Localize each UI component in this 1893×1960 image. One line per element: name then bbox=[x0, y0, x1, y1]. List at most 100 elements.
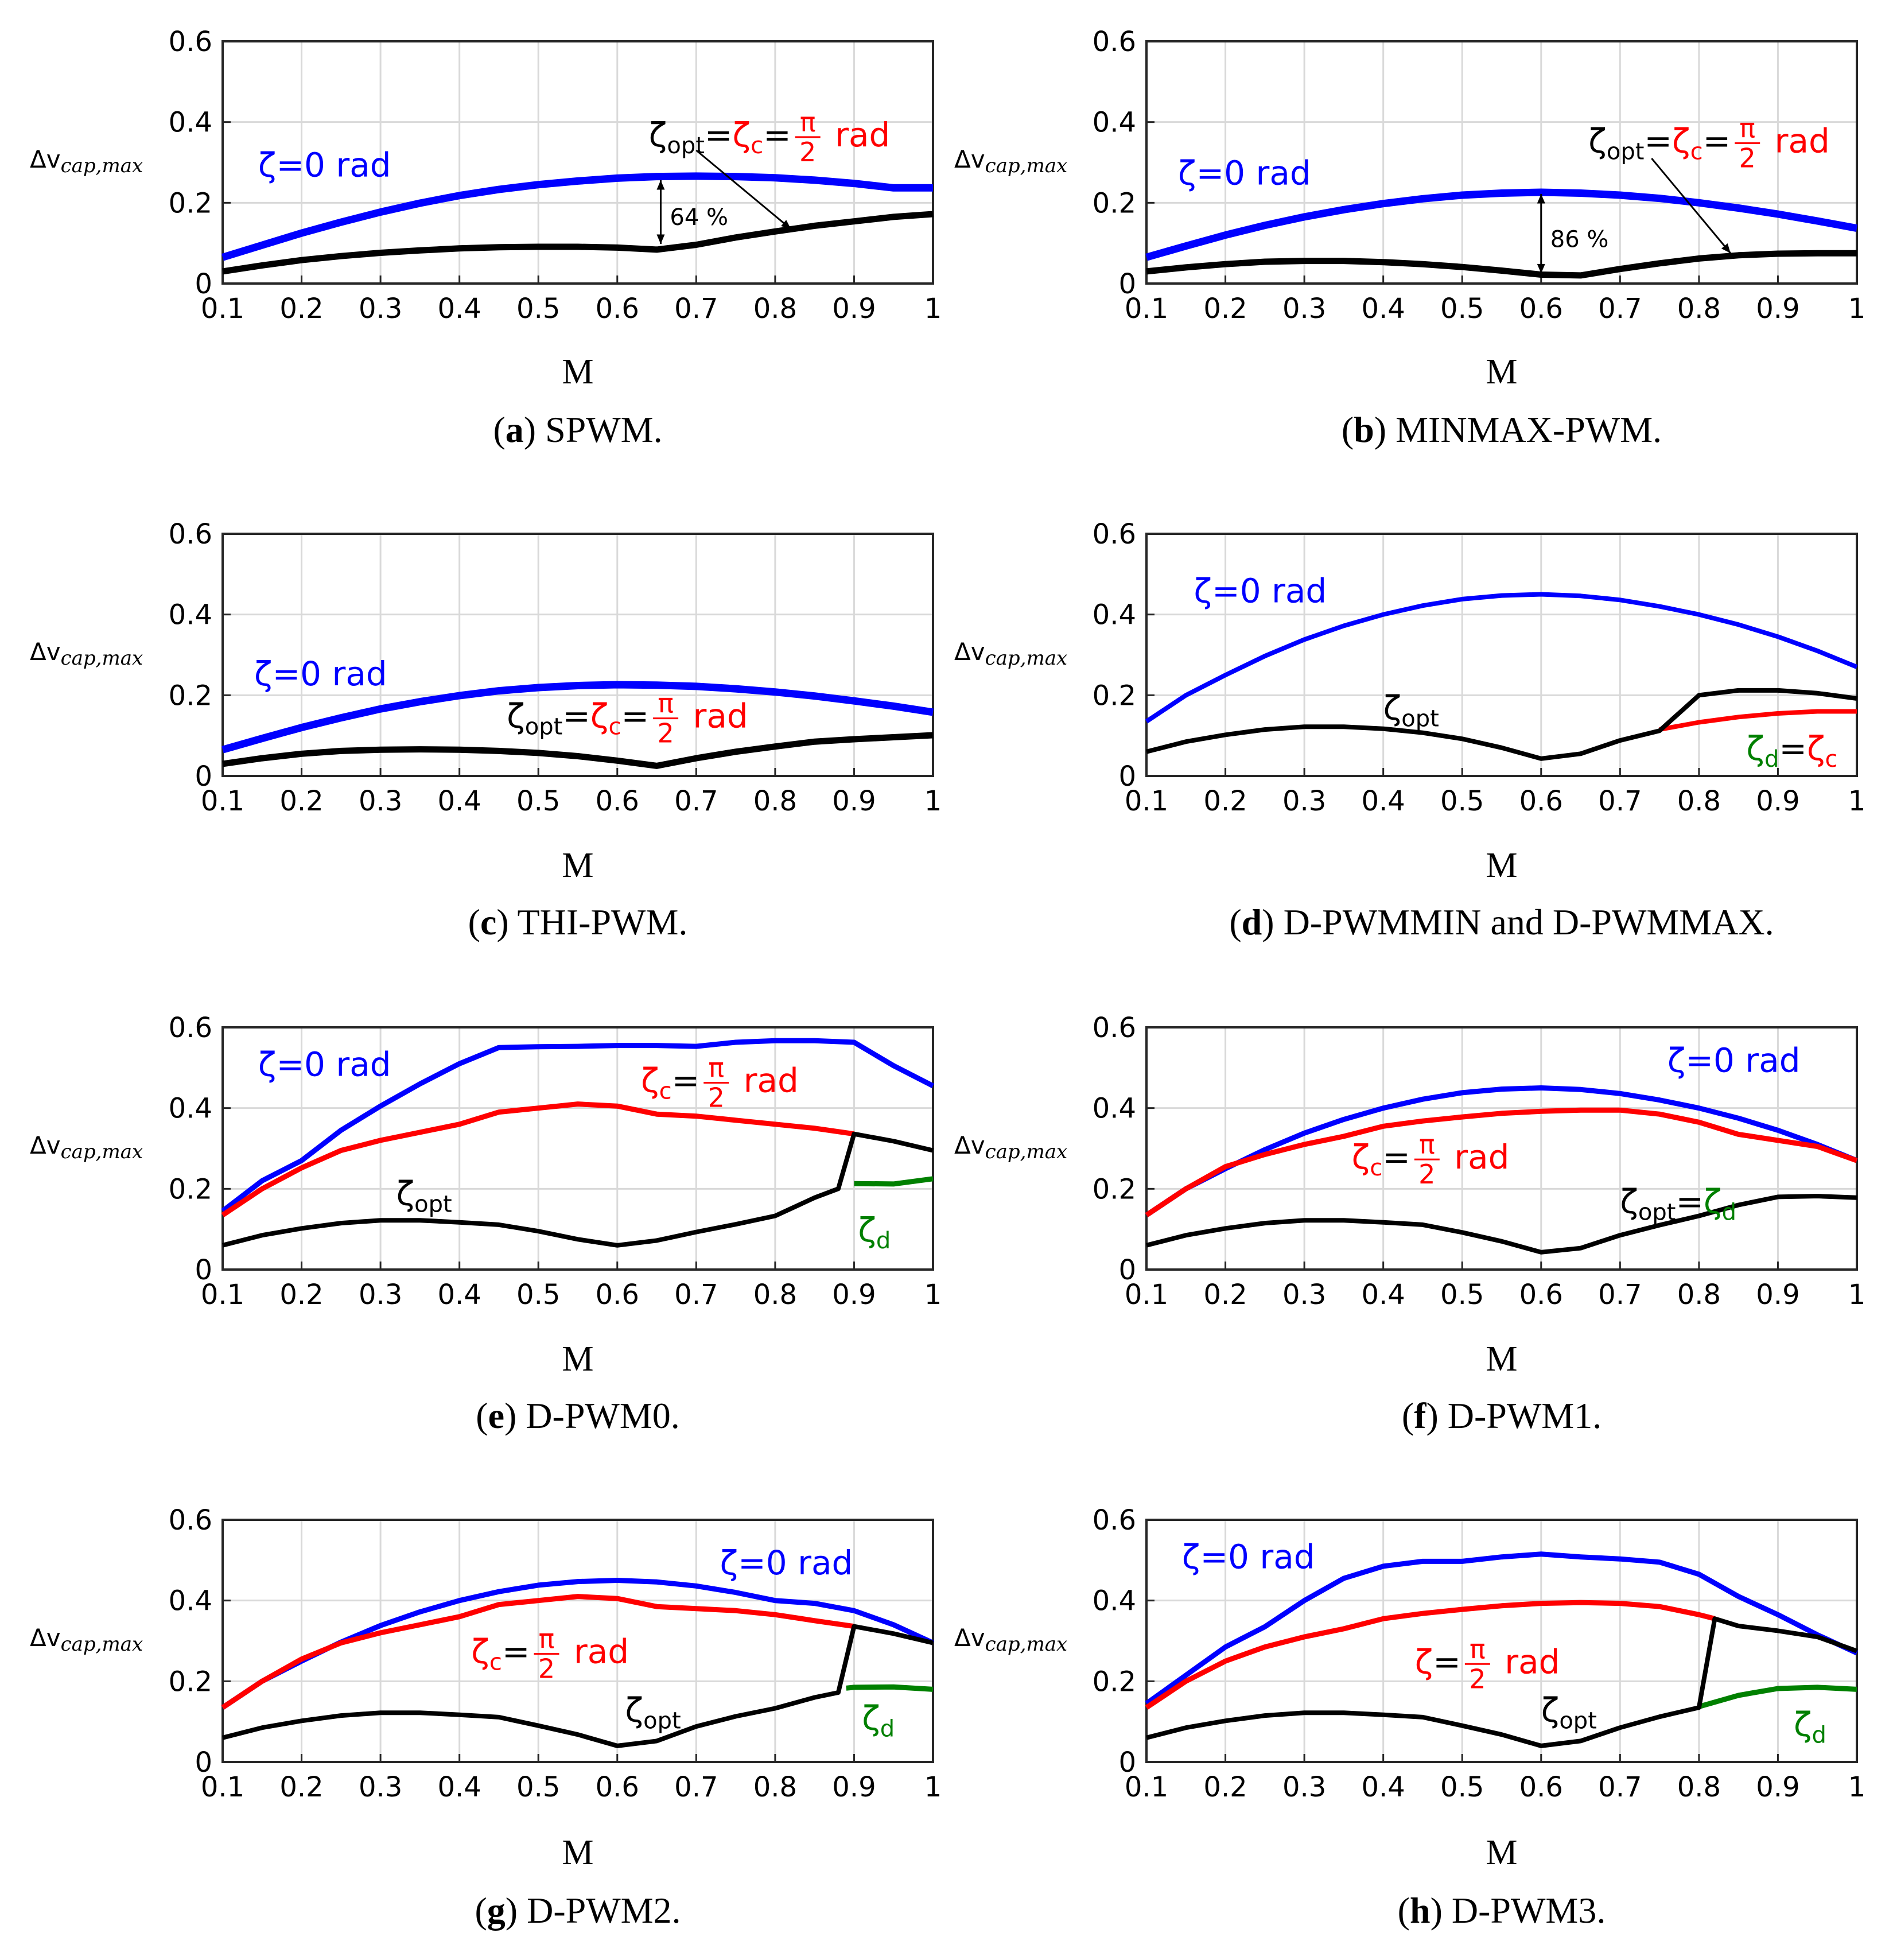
fraction-numerator: π bbox=[658, 688, 674, 719]
x-tick-label: 0.8 bbox=[753, 1279, 797, 1311]
x-axis-label: M bbox=[562, 846, 593, 885]
y-tick-label: 0.6 bbox=[1093, 1012, 1136, 1044]
annotation-arrow bbox=[1651, 158, 1732, 254]
fraction-numerator: π bbox=[708, 1053, 724, 1084]
series-line-black bbox=[222, 732, 934, 769]
y-axis-label: Δvcap,max bbox=[30, 638, 143, 670]
x-tick-label: 0.4 bbox=[437, 1279, 481, 1311]
y-tick-label: 0.4 bbox=[169, 1093, 212, 1125]
fraction-denominator: 2 bbox=[1469, 1663, 1486, 1694]
x-tick-label: 0.4 bbox=[1361, 1279, 1405, 1311]
arrow-head bbox=[1721, 243, 1731, 254]
x-axis-label: M bbox=[562, 1833, 593, 1872]
percent-annotation: 86 % bbox=[1550, 227, 1609, 253]
curve-annotation: ζopt=ζc= rad bbox=[1588, 121, 1830, 165]
series-line-black bbox=[222, 1624, 934, 1748]
x-tick-label: 0.4 bbox=[1361, 1771, 1405, 1803]
y-axis-label: Δvcap,max bbox=[30, 1131, 143, 1163]
x-tick-label: 0.8 bbox=[753, 1771, 797, 1803]
curve-annotation: ζd=ζc bbox=[1746, 729, 1837, 773]
x-tick-label: 0.6 bbox=[1519, 293, 1563, 325]
y-tick-label: 0.4 bbox=[1093, 1093, 1136, 1125]
y-tick-label: 0.6 bbox=[1093, 26, 1136, 58]
x-tick-label: 0.7 bbox=[1598, 1279, 1642, 1311]
x-tick-label: 0.9 bbox=[1756, 785, 1799, 817]
panel-caption: (c) THI-PWM. bbox=[468, 902, 688, 942]
panel-caption: (d) D-PWMMIN and D-PWMMAX. bbox=[1229, 902, 1774, 942]
chart-panel-c: 0.1 0.2 0.3 0.4 0.5 0.6 0.7 0.8 0.9 1 0 0.2 0.4 0.6 Δv… bbox=[30, 518, 942, 942]
y-axis-label: Δvcap,max bbox=[30, 145, 143, 177]
x-tick-label: 0.7 bbox=[674, 293, 718, 325]
fraction-denominator: 2 bbox=[708, 1082, 725, 1113]
series-line-black bbox=[1146, 1616, 1858, 1748]
x-tick-label: 0.5 bbox=[516, 785, 560, 817]
y-tick-label: 0 bbox=[1118, 268, 1136, 300]
series-line-blue bbox=[1145, 592, 1858, 724]
plot-area-frame bbox=[1145, 1026, 1858, 1271]
series-line-red bbox=[1145, 1107, 1858, 1217]
x-tick-label: 0.3 bbox=[359, 293, 402, 325]
curve-annotation: ζ=0 rad bbox=[720, 1543, 853, 1582]
curve-annotation: ζ=0 rad bbox=[254, 654, 387, 693]
fraction-denominator: 2 bbox=[538, 1654, 555, 1685]
plot-area-frame bbox=[1145, 1519, 1858, 1763]
y-tick-label: 0.2 bbox=[1093, 1666, 1136, 1698]
y-axis-label: Δvcap,max bbox=[954, 1131, 1067, 1163]
x-tick-label: 0.2 bbox=[1203, 1771, 1247, 1803]
fraction-denominator: 2 bbox=[657, 718, 674, 749]
series-line-blue bbox=[221, 681, 934, 754]
y-tick-label: 0 bbox=[1118, 760, 1136, 793]
x-tick-label: 0.2 bbox=[279, 293, 323, 325]
chart-panel-e: 0.1 0.2 0.3 0.4 0.5 0.6 0.7 0.8 0.9 1 0 0.2 0.4 0.6 Δv… bbox=[30, 1012, 942, 1436]
curve-annotation: ζopt=ζc= rad bbox=[649, 115, 891, 159]
y-tick-label: 0.2 bbox=[169, 1173, 212, 1205]
chart-panel-g: 0.1 0.2 0.3 0.4 0.5 0.6 0.7 0.8 0.9 1 0 0.2 0.4 0.6 Δv… bbox=[30, 1504, 942, 1931]
x-tick-label: 0.7 bbox=[674, 1279, 718, 1311]
y-tick-label: 0 bbox=[195, 760, 212, 793]
x-tick-label: 0.4 bbox=[437, 1771, 481, 1803]
y-tick-label: 0.2 bbox=[1093, 187, 1136, 219]
x-tick-label: 0.1 bbox=[201, 1771, 244, 1803]
curve-annotation: ζc= rad bbox=[641, 1061, 799, 1105]
y-axis-label: Δvcap,max bbox=[954, 638, 1067, 670]
x-tick-label: 0.9 bbox=[1756, 293, 1799, 325]
curve-annotation: ζ= rad bbox=[1415, 1642, 1560, 1681]
curve-annotation: ζ=0 rad bbox=[1194, 572, 1327, 611]
curve-annotation: ζd bbox=[1794, 1705, 1826, 1748]
y-tick-label: 0.4 bbox=[169, 599, 212, 631]
x-tick-label: 0.7 bbox=[1598, 1771, 1642, 1803]
chart-panel-h: 0.1 0.2 0.3 0.4 0.5 0.6 0.7 0.8 0.9 1 0 0.2 0.4 0.6 Δv… bbox=[954, 1504, 1865, 1931]
x-tick-label: 1 bbox=[924, 293, 942, 325]
x-tick-label: 0.6 bbox=[1519, 1771, 1563, 1803]
x-tick-label: 0.5 bbox=[1440, 1279, 1484, 1311]
x-tick-label: 0.9 bbox=[832, 293, 876, 325]
x-tick-label: 0.6 bbox=[596, 785, 639, 817]
x-tick-label: 0.1 bbox=[201, 293, 244, 325]
x-tick-label: 0.5 bbox=[516, 293, 560, 325]
panel-caption: (g) D-PWM2. bbox=[475, 1890, 681, 1931]
curve-annotation: ζd bbox=[862, 1699, 895, 1742]
series-line-red bbox=[1145, 1600, 1716, 1710]
x-axis-label: M bbox=[1486, 1340, 1517, 1379]
curve-annotation: ζ=0 rad bbox=[1182, 1537, 1315, 1576]
x-tick-label: 0.1 bbox=[1125, 1279, 1168, 1311]
series-line-green bbox=[1698, 1685, 1857, 1709]
y-tick-label: 0.4 bbox=[1093, 107, 1136, 139]
x-tick-label: 0.6 bbox=[596, 1771, 639, 1803]
curve-annotation: ζ=0 rad bbox=[258, 146, 391, 185]
series-line-black bbox=[222, 1131, 934, 1248]
x-tick-label: 0.3 bbox=[1282, 293, 1326, 325]
plot-area-frame bbox=[221, 40, 934, 285]
series-line-blue bbox=[1145, 188, 1858, 261]
x-tick-label: 0.3 bbox=[359, 1279, 402, 1311]
plot-area-frame bbox=[1145, 533, 1858, 777]
curve-annotation: ζd bbox=[858, 1210, 891, 1254]
y-tick-label: 0 bbox=[195, 1746, 212, 1779]
series-line-red bbox=[221, 1594, 855, 1710]
y-tick-label: 0.6 bbox=[1093, 1504, 1136, 1536]
y-tick-label: 0.4 bbox=[169, 1585, 212, 1617]
y-axis-label: Δvcap,max bbox=[30, 1624, 143, 1656]
x-tick-label: 0.5 bbox=[1440, 1771, 1484, 1803]
x-tick-label: 0.3 bbox=[1282, 1771, 1326, 1803]
